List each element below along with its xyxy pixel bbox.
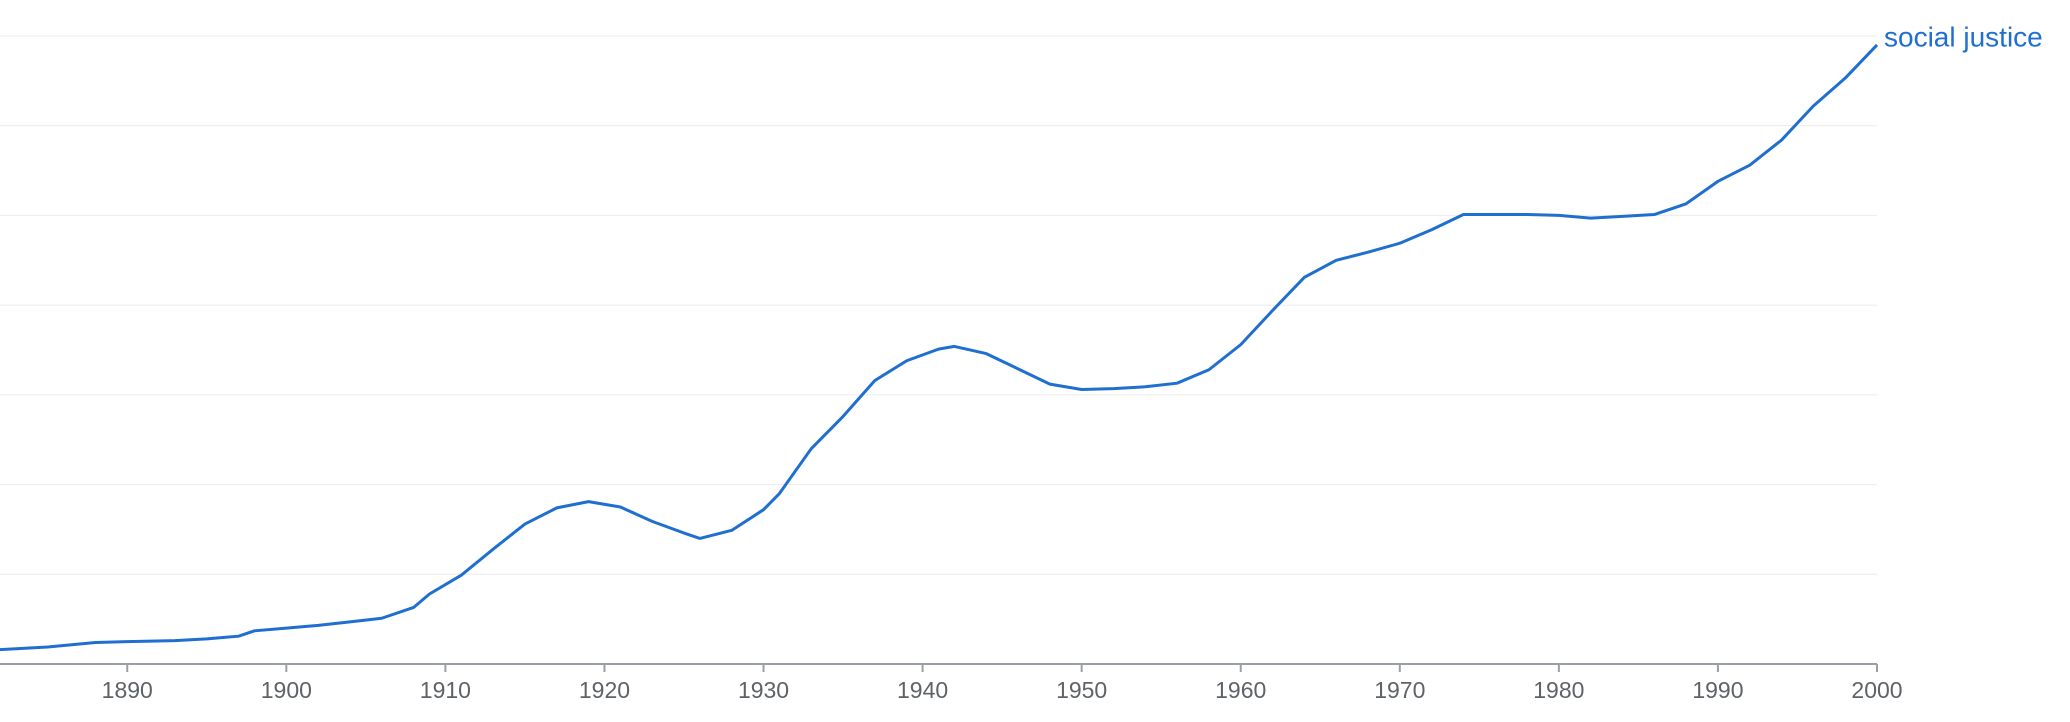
x-tick-label: 1890: [102, 677, 153, 703]
line: [0, 43, 1879, 652]
x-tick-label: 1910: [420, 677, 471, 703]
x-tick-label: 1930: [738, 677, 789, 703]
x-tick-label: 1990: [1692, 677, 1743, 703]
x-tick-label: 1950: [1056, 677, 1107, 703]
x-tick-label: 1960: [1215, 677, 1266, 703]
x-tick-label: 1970: [1374, 677, 1425, 703]
x-tick-label: 1980: [1533, 677, 1584, 703]
x-tick-label: 2000: [1851, 677, 1902, 703]
series-label: social justice: [1884, 21, 2043, 52]
x-tick-label: 1900: [261, 677, 312, 703]
x-tick-label: 1920: [579, 677, 630, 703]
x-tick-label: 1940: [897, 677, 948, 703]
